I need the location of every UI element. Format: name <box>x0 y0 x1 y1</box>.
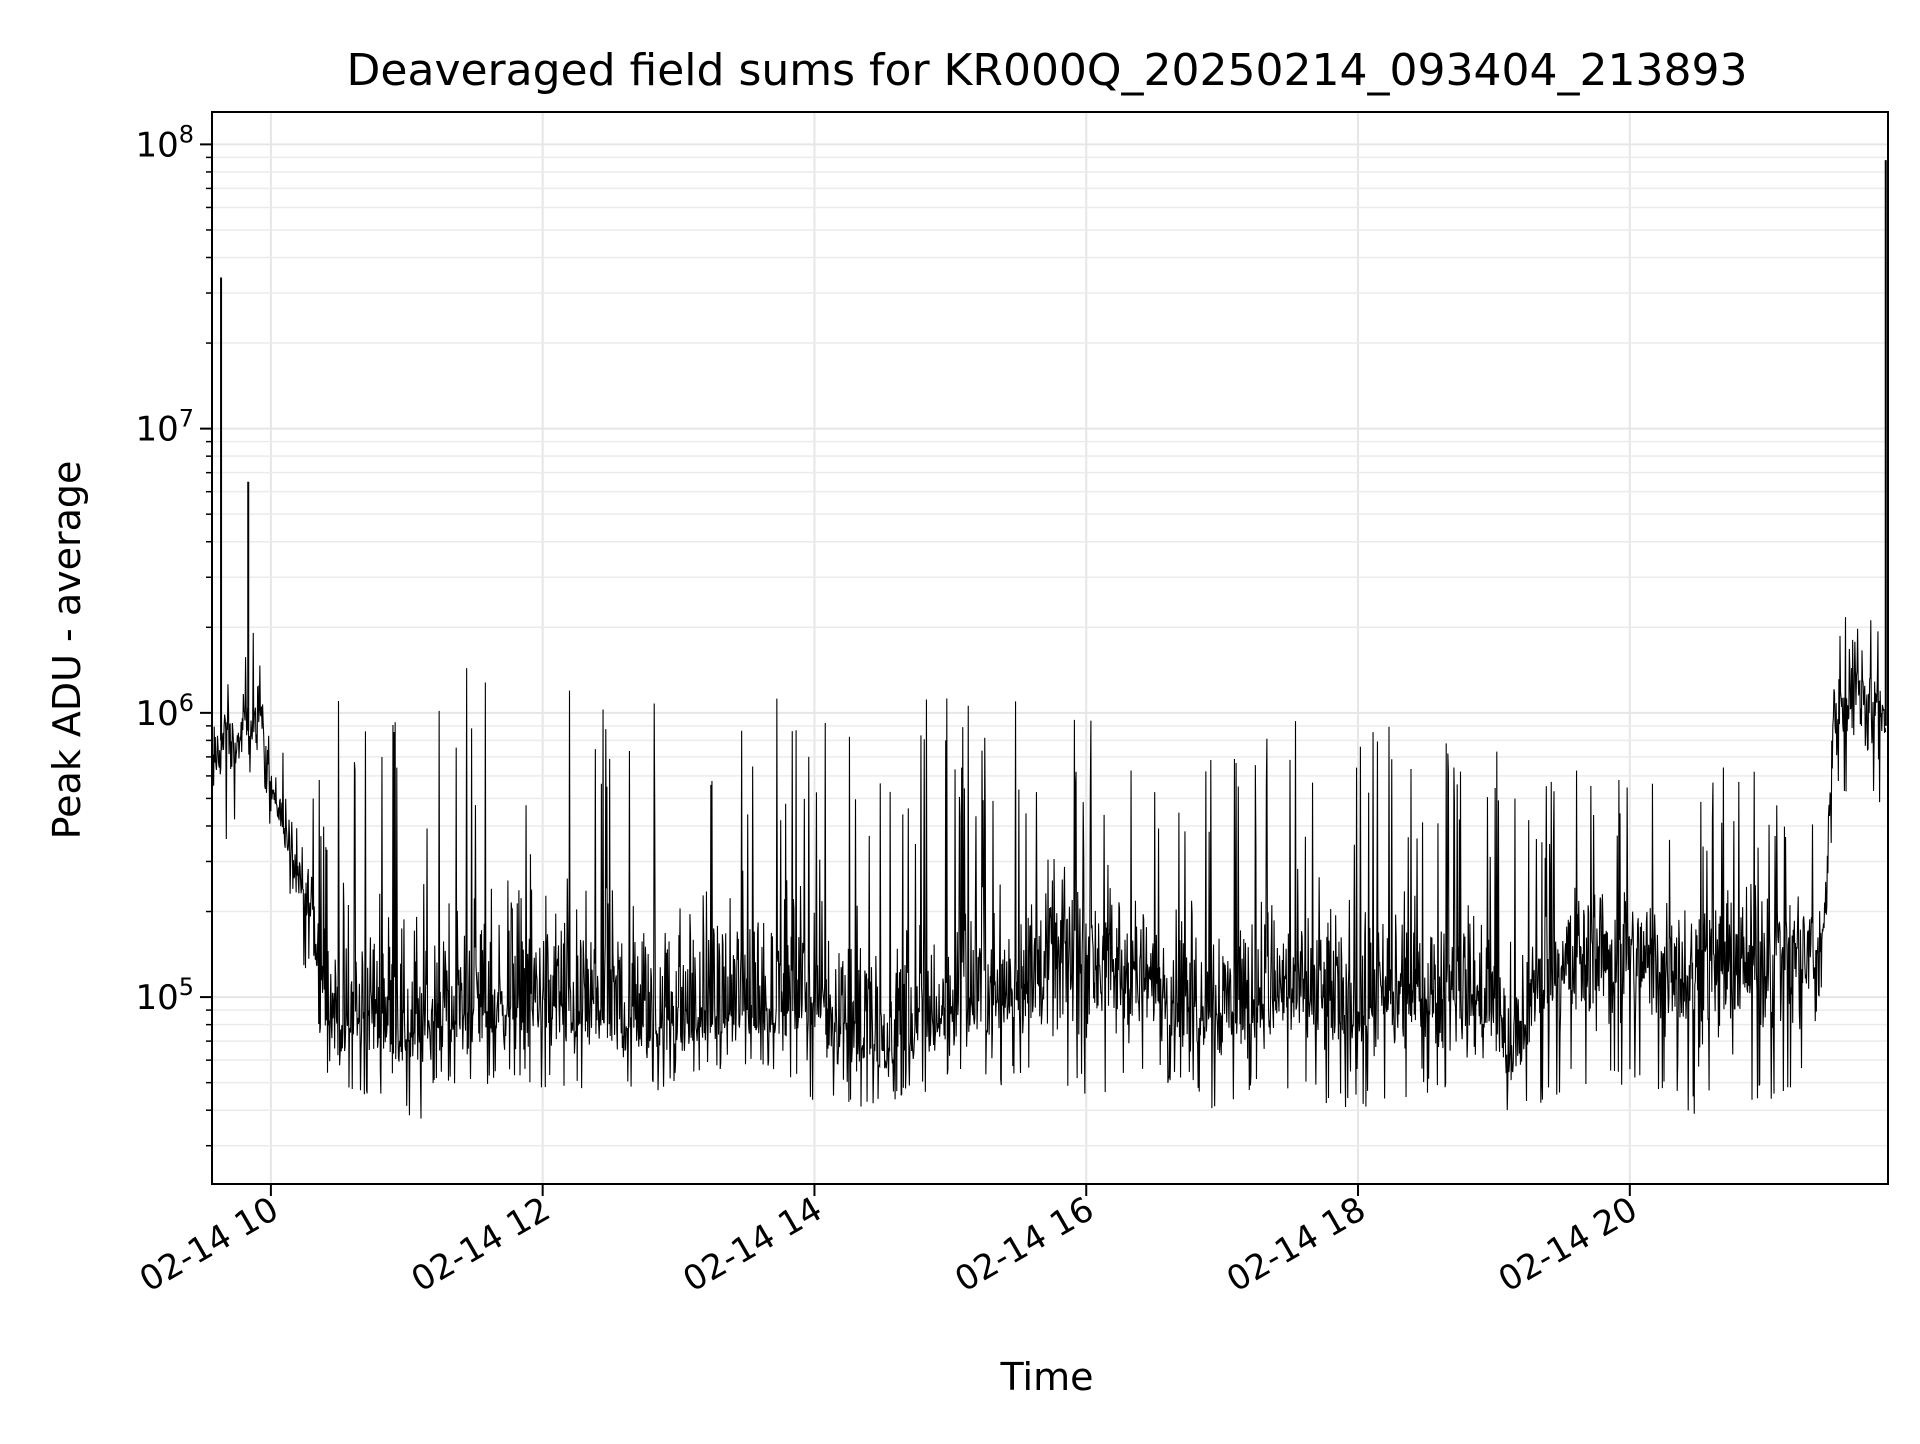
y-tick-label: 107 <box>135 405 194 450</box>
grid-layer <box>212 112 1888 1184</box>
x-axis-label: Time <box>1000 1355 1094 1399</box>
data-layer <box>211 160 1887 1119</box>
y-axis-label: Peak ADU - average <box>45 461 89 840</box>
plot-frame <box>211 111 1889 1185</box>
data-series-trace <box>211 617 1887 1119</box>
y-axis-ticks: 105 106 107 108 <box>135 120 212 1147</box>
y-tick-label: 105 <box>135 973 194 1018</box>
chart-title: Deaveraged field sums for KR000Q_2025021… <box>347 45 1748 96</box>
y-tick-label: 106 <box>135 689 194 734</box>
y-tick-label: 108 <box>135 120 194 165</box>
